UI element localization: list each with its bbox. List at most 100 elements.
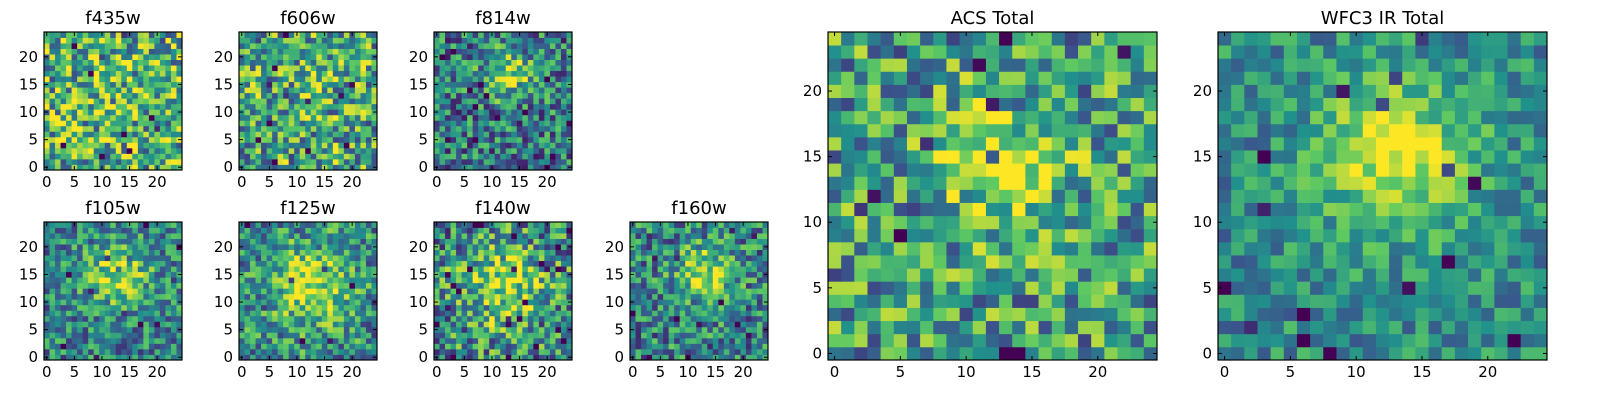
heatmap-cell: [461, 103, 468, 110]
heatmap-cell: [305, 354, 312, 361]
heatmap-cell: [266, 158, 273, 165]
heatmap-cell: [121, 70, 128, 77]
heatmap-cell: [277, 109, 284, 116]
heatmap-cell: [657, 326, 664, 333]
heatmap-cell: [685, 266, 692, 273]
heatmap-cell: [154, 109, 161, 116]
heatmap-cell: [1143, 189, 1158, 203]
heatmap-cell: [255, 114, 262, 121]
heatmap-cell: [630, 321, 636, 328]
heatmap-cell: [456, 227, 462, 234]
heatmap-cell: [143, 233, 150, 239]
heatmap-cell: [483, 222, 490, 228]
heatmap-cell: [538, 164, 545, 171]
heatmap-cell: [360, 76, 367, 83]
heatmap-cell: [729, 244, 736, 250]
heatmap-cell: [445, 282, 451, 289]
heatmap-cell: [88, 354, 95, 361]
heatmap-cell: [472, 147, 479, 154]
heatmap-cell: [538, 131, 545, 138]
heatmap-cell: [110, 337, 117, 344]
heatmap-cell: [170, 238, 177, 245]
heatmap-cell: [71, 337, 78, 344]
heatmap-cell: [544, 255, 551, 262]
heatmap-cell: [316, 299, 323, 306]
heatmap-cell: [354, 233, 361, 239]
heatmap-cell: [365, 43, 372, 49]
heatmap-cell: [527, 321, 534, 328]
heatmap-cell: [283, 293, 290, 300]
heatmap-cell: [707, 277, 714, 284]
heatmap-cell: [121, 136, 128, 143]
heatmap-cell: [467, 222, 474, 228]
heatmap-cell: [701, 222, 708, 228]
heatmap-cell: [450, 103, 457, 110]
heatmap-cell: [472, 304, 479, 311]
heatmap-cell: [505, 70, 512, 77]
heatmap-cell: [555, 92, 562, 99]
heatmap-cell: [489, 299, 496, 306]
heatmap-cell: [450, 37, 457, 44]
heatmap-cell: [321, 310, 328, 317]
heatmap-cell: [321, 326, 328, 333]
heatmap-cell: [132, 348, 139, 355]
heatmap-cell: [533, 222, 540, 228]
heatmap-cell: [630, 277, 636, 284]
heatmap-cell: [332, 304, 339, 311]
heatmap-cell: [456, 158, 462, 165]
heatmap-cell: [959, 228, 974, 243]
heatmap-cell: [71, 87, 78, 94]
heatmap-cell: [132, 304, 139, 311]
heatmap-cell: [467, 153, 474, 160]
heatmap-cell: [343, 233, 350, 239]
panel-title: f125w: [280, 198, 335, 219]
heatmap-cell: [82, 293, 89, 300]
heatmap-cell: [148, 43, 155, 49]
heatmap-cell: [685, 299, 692, 306]
heatmap-cell: [82, 244, 89, 250]
heatmap-cell: [439, 321, 446, 328]
heatmap-cell: [316, 59, 323, 66]
heatmap-cell: [854, 268, 868, 282]
heatmap-cell: [55, 337, 61, 344]
heatmap-cell: [176, 125, 183, 132]
heatmap-cell: [756, 277, 763, 284]
heatmap-cell: [723, 326, 730, 333]
heatmap-cell: [88, 222, 95, 228]
heatmap-cell: [82, 260, 89, 267]
heatmap-cell: [505, 343, 512, 350]
heatmap-cell: [327, 255, 334, 262]
heatmap-cell: [544, 310, 551, 317]
heatmap-cell: [66, 249, 72, 256]
heatmap-cell: [305, 304, 312, 311]
heatmap-cell: [66, 282, 72, 289]
heatmap-cell: [261, 32, 267, 38]
heatmap-cell: [148, 310, 155, 317]
heatmap-cell: [283, 326, 290, 333]
heatmap-cell: [718, 266, 725, 273]
heatmap-cell: [272, 120, 279, 127]
heatmap-cell: [176, 120, 183, 127]
heatmap-cell: [756, 315, 763, 322]
heatmap-cell: [483, 277, 490, 284]
heatmap-cell: [250, 343, 256, 350]
heatmap-cell: [500, 321, 507, 328]
heatmap-cell: [176, 65, 183, 72]
heatmap-cell: [55, 76, 61, 83]
heatmap-cell: [434, 288, 440, 295]
heatmap-cell: [483, 233, 490, 239]
heatmap-cell: [55, 293, 61, 300]
heatmap-cell: [148, 81, 155, 88]
heatmap-cell: [740, 266, 747, 273]
heatmap-cell: [472, 233, 479, 239]
heatmap-cell: [527, 92, 534, 99]
heatmap-cell: [434, 337, 440, 344]
heatmap-cell: [288, 293, 295, 300]
heatmap-cell: [332, 158, 339, 165]
heatmap-cell: [360, 244, 367, 250]
heatmap-cell: [696, 233, 703, 239]
heatmap-cell: [701, 282, 708, 289]
heatmap-cell: [646, 227, 653, 234]
heatmap-cell: [354, 310, 361, 317]
heatmap-cell: [516, 120, 523, 127]
